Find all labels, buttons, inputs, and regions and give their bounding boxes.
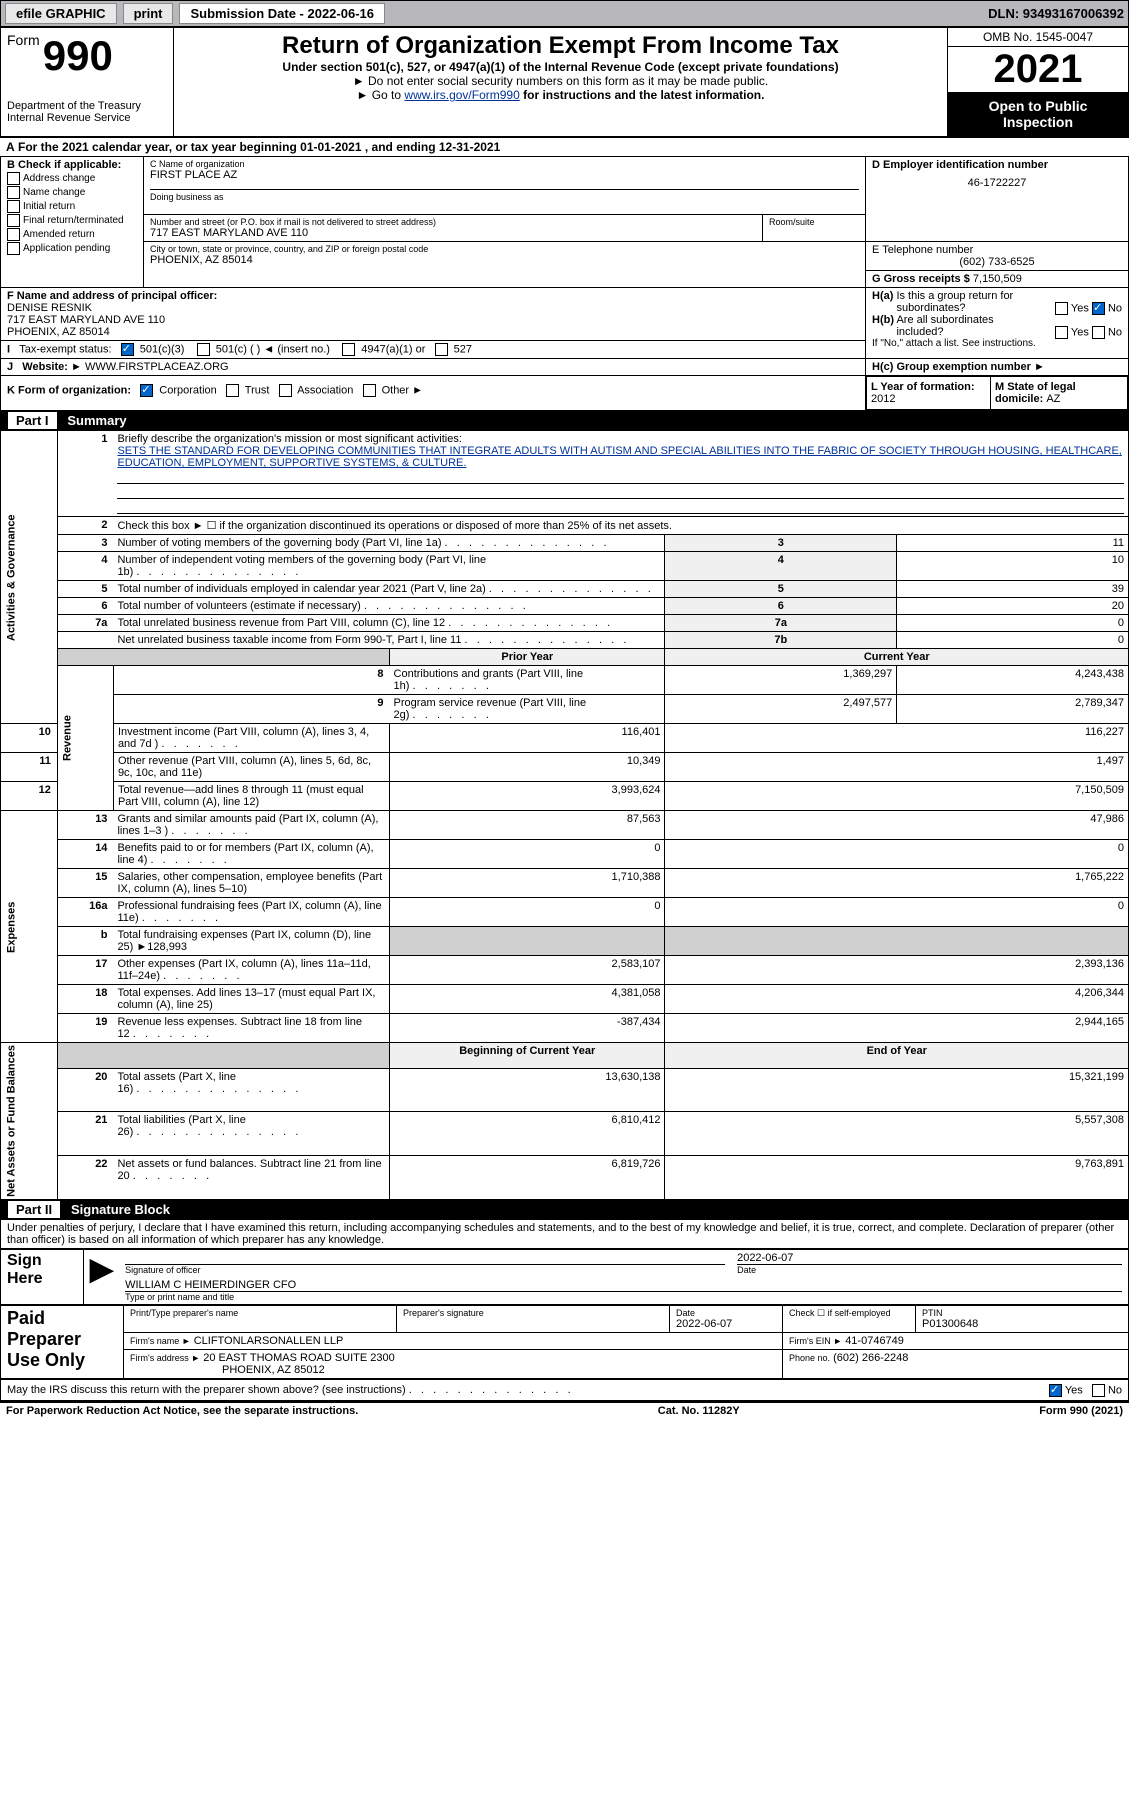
ha-no[interactable] xyxy=(1092,302,1105,315)
ein-value: 46-1722227 xyxy=(872,177,1122,189)
org-name: FIRST PLACE AZ xyxy=(150,169,859,181)
irs-link[interactable]: www.irs.gov/Form990 xyxy=(404,88,519,102)
mission-text: SETS THE STANDARD FOR DEVELOPING COMMUNI… xyxy=(117,445,1121,469)
submission-date: Submission Date - 2022-06-16 xyxy=(179,3,385,24)
top-toolbar: efile GRAPHIC print Submission Date - 20… xyxy=(0,0,1129,27)
box-b: B Check if applicable: Address change Na… xyxy=(1,157,144,288)
city-value: PHOENIX, AZ 85014 xyxy=(150,254,859,266)
line-2: Check this box ► ☐ if the organization d… xyxy=(113,517,1128,535)
assoc-check[interactable] xyxy=(279,384,292,397)
summary-line-5: 5Total number of individuals employed in… xyxy=(1,581,1129,598)
tax-year: 2021 xyxy=(948,47,1128,92)
website: WWW.FIRSTPLACEAZ.ORG xyxy=(85,361,229,373)
phone-value: (602) 733-6525 xyxy=(872,256,1122,268)
form-number: 990 xyxy=(43,32,113,79)
other-check[interactable] xyxy=(363,384,376,397)
footer-left: For Paperwork Reduction Act Notice, see … xyxy=(6,1405,358,1417)
ha-label: H(a) Is this a group return for subordin… xyxy=(872,290,1122,314)
form-title: Return of Organization Exempt From Incom… xyxy=(180,32,941,60)
initial-return-check[interactable] xyxy=(7,200,20,213)
footer-mid: Cat. No. 11282Y xyxy=(658,1405,740,1417)
final-return-check[interactable] xyxy=(7,214,20,227)
officer-addr2: PHOENIX, AZ 85014 xyxy=(7,326,110,338)
hb-yes[interactable] xyxy=(1055,326,1068,339)
line-a: A For the 2021 calendar year, or tax yea… xyxy=(0,137,1129,156)
discuss-row: May the IRS discuss this return with the… xyxy=(0,1379,1129,1401)
4947-check[interactable] xyxy=(342,343,355,356)
signature-block: Sign Here ▶ Signature of officer 2022-06… xyxy=(0,1249,1129,1305)
hb-no[interactable] xyxy=(1092,326,1105,339)
discuss-no[interactable] xyxy=(1092,1384,1105,1397)
discuss-yes[interactable] xyxy=(1049,1384,1062,1397)
part2-header: Part II Signature Block xyxy=(0,1200,1129,1219)
dept-treasury: Department of the Treasury xyxy=(7,100,167,112)
end-year-hdr: End of Year xyxy=(665,1043,1129,1069)
vlabel-revenue: Revenue xyxy=(57,666,113,811)
subtitle-2: Do not enter social security numbers on … xyxy=(180,74,941,88)
addr-change-check[interactable] xyxy=(7,172,20,185)
room-label: Room/suite xyxy=(769,217,859,227)
summary-table: Activities & Governance 1 Briefly descri… xyxy=(0,430,1129,1200)
ha-yes[interactable] xyxy=(1055,302,1068,315)
form-word: Form xyxy=(7,32,40,48)
501c-check[interactable] xyxy=(197,343,210,356)
gross-receipts-value: 7,150,509 xyxy=(973,273,1022,285)
summary-line-7a: 7aTotal unrelated business revenue from … xyxy=(1,615,1129,632)
penalties-text: Under penalties of perjury, I declare th… xyxy=(0,1219,1129,1249)
current-year-hdr: Current Year xyxy=(665,649,1129,666)
sign-here-label: Sign Here xyxy=(1,1249,84,1304)
vlabel-netassets: Net Assets or Fund Balances xyxy=(1,1043,58,1200)
omb-number: OMB No. 1545-0047 xyxy=(948,28,1128,47)
hb-note: If "No," attach a list. See instructions… xyxy=(872,338,1122,349)
subtitle-3: Go to www.irs.gov/Form990 for instructio… xyxy=(180,88,941,102)
ein-label: D Employer identification number xyxy=(872,159,1048,171)
501c3-check[interactable] xyxy=(121,343,134,356)
open-public: Open to Public Inspection xyxy=(948,92,1128,136)
amended-check[interactable] xyxy=(7,228,20,241)
vlabel-expenses: Expenses xyxy=(1,811,58,1043)
hc-label: H(c) Group exemption number ► xyxy=(866,359,1129,376)
summary-line-6: 6Total number of volunteers (estimate if… xyxy=(1,598,1129,615)
summary-line-4: 4Number of independent voting members of… xyxy=(1,552,1129,581)
addr-label: Number and street (or P.O. box if mail i… xyxy=(150,217,756,227)
paid-preparer-block: Paid Preparer Use Only Print/Type prepar… xyxy=(0,1305,1129,1379)
footer-right: Form 990 (2021) xyxy=(1039,1405,1123,1417)
vlabel-activities: Activities & Governance xyxy=(1,431,58,724)
paid-preparer-label: Paid Preparer Use Only xyxy=(1,1305,124,1378)
addr-value: 717 EAST MARYLAND AVE 110 xyxy=(150,227,756,239)
efile-graphic-button[interactable]: efile GRAPHIC xyxy=(5,3,117,24)
name-change-check[interactable] xyxy=(7,186,20,199)
officer-name: DENISE RESNIK xyxy=(7,302,92,314)
irs-label: Internal Revenue Service xyxy=(7,112,167,124)
prior-year-hdr: Prior Year xyxy=(390,649,665,666)
box-f-label: F Name and address of principal officer: xyxy=(7,290,217,302)
trust-check[interactable] xyxy=(226,384,239,397)
city-label: City or town, state or province, country… xyxy=(150,244,859,254)
org-name-label: C Name of organization xyxy=(150,159,859,169)
gross-receipts-label: G Gross receipts $ xyxy=(872,273,970,285)
officer-addr1: 717 EAST MARYLAND AVE 110 xyxy=(7,314,165,326)
app-pending-check[interactable] xyxy=(7,242,20,255)
527-check[interactable] xyxy=(435,343,448,356)
part1-header: Part I Summary xyxy=(0,411,1129,430)
summary-line-7b: Net unrelated business taxable income fr… xyxy=(1,632,1129,649)
dba-label: Doing business as xyxy=(150,189,859,202)
subtitle-1: Under section 501(c), 527, or 4947(a)(1)… xyxy=(180,60,941,74)
begin-year-hdr: Beginning of Current Year xyxy=(390,1043,665,1069)
officer-printed: WILLIAM C HEIMERDINGER CFO xyxy=(125,1279,1122,1292)
hb-label: H(b) Are all subordinates included? Yes … xyxy=(872,314,1122,338)
dln: DLN: 93493167006392 xyxy=(988,6,1124,21)
form-header: Form 990 Department of the Treasury Inte… xyxy=(0,27,1129,137)
footer: For Paperwork Reduction Act Notice, see … xyxy=(0,1401,1129,1419)
corp-check[interactable] xyxy=(140,384,153,397)
sign-arrow-icon: ▶ xyxy=(90,1253,113,1286)
info-block: B Check if applicable: Address change Na… xyxy=(0,156,1129,411)
summary-line-3: 3Number of voting members of the governi… xyxy=(1,535,1129,552)
print-button[interactable]: print xyxy=(123,3,174,24)
phone-label: E Telephone number xyxy=(872,244,973,256)
